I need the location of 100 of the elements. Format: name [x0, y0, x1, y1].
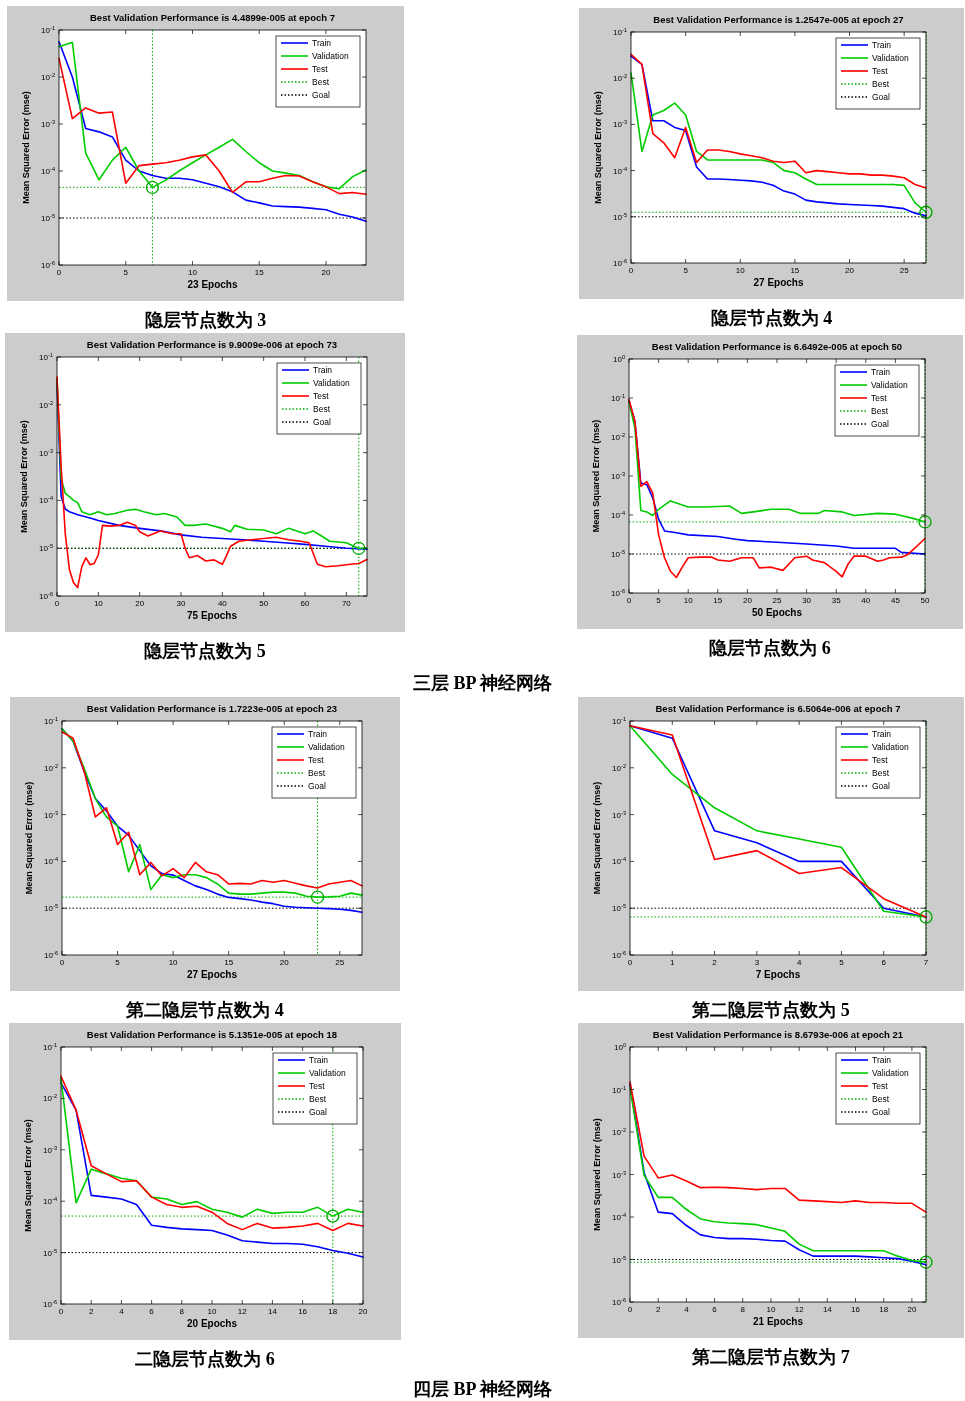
text: 隐层节点数为 6	[709, 638, 831, 658]
y-tick-label: 10$^{-2}$	[613, 73, 627, 84]
legend-label: Goal	[313, 417, 332, 427]
x-axis-title: 75 Epochs	[186, 610, 238, 621]
x-axis-title: 20 Epochs	[186, 1318, 238, 1329]
chart-title: Best Validation Performance is 1.2547e-005 at epoch 27	[653, 14, 904, 25]
y-axis-title: Mean Squared Error (mse)	[591, 419, 601, 533]
y-tick-label: 10$^{-4}$	[43, 1196, 57, 1207]
legend-label: Best	[872, 79, 890, 89]
y-axis-title: Mean Squared Error (mse)	[592, 1118, 602, 1231]
x-tick-label: 0	[626, 596, 632, 605]
y-tick-label: 10$^{-1}$	[611, 393, 625, 403]
x-tick-label: 15	[790, 266, 800, 275]
x-tick-label: 20	[845, 266, 855, 275]
chart-title: Best Validation Performance is 6.5064e-006 at epoch 7	[655, 703, 901, 714]
y-tick-label: 10$^{-5}$	[39, 543, 53, 554]
legend-label: Train	[313, 365, 333, 375]
text: 第二隐层节点数为 7	[691, 1347, 850, 1367]
legend-label: Best	[308, 768, 326, 778]
y-tick-label: 10$^{-3}$	[612, 809, 626, 820]
legend-label: Best	[313, 404, 331, 414]
y-tick-label: 10$^{-4}$	[612, 1212, 626, 1222]
x-tick-label: 6	[881, 958, 887, 967]
y-tick-label: 10$^{-2}$	[44, 762, 58, 773]
x-tick-label: 45	[890, 596, 901, 605]
x-tick-label: 8	[179, 1307, 185, 1316]
y-tick-label: 10$^{-6}$	[611, 588, 625, 598]
y-tick-label: 10$^{-3}$	[611, 471, 625, 481]
y-tick-label: 10$^{-5}$	[613, 211, 627, 222]
legend-label: Validation	[312, 51, 349, 61]
x-tick-label: 10	[207, 1307, 217, 1316]
x-tick-label: 10	[93, 599, 104, 608]
legend-label: Test	[872, 1081, 889, 1091]
x-tick-label: 20	[907, 1305, 917, 1314]
x-tick-label: 25	[899, 266, 910, 275]
x-tick-label: 5	[123, 268, 129, 277]
legend-label: Validation	[308, 742, 345, 752]
legend-label: Test	[872, 66, 889, 76]
y-tick-label: 10$^{-4}$	[613, 165, 627, 176]
y-tick-label: 10$^{-3}$	[41, 119, 55, 129]
chart-title: Best Validation Performance is 6.6492e-005 at epoch 50	[651, 341, 903, 352]
x-axis-title: 21 Epochs	[752, 1316, 804, 1327]
x-tick-label: 40	[217, 599, 228, 608]
x-tick-label: 1	[670, 958, 676, 967]
text: 二隐层节点数为 6	[135, 1349, 275, 1369]
x-tick-label: 0	[628, 266, 634, 275]
chart-title: Best Validation Performance is 1.7223e-005 at epoch 23	[86, 703, 338, 714]
x-tick-label: 4	[119, 1307, 125, 1316]
legend-label: Validation	[309, 1068, 346, 1078]
x-tick-label: 70	[341, 599, 352, 608]
x-tick-label: 5	[839, 958, 845, 967]
legend-label: Best	[872, 768, 890, 778]
text: 四层 BP 神经网络	[412, 1379, 553, 1399]
x-tick-label: 16	[851, 1305, 861, 1314]
y-axis-title: Mean Squared Error (mse)	[592, 781, 602, 895]
y-tick-label: 10$^{-1}$	[44, 716, 58, 726]
y-tick-label: 10$^{-5}$	[611, 549, 625, 559]
legend-label: Train	[308, 729, 328, 739]
text: 第二隐层节点数为 4	[125, 1000, 284, 1020]
legend-label: Goal	[312, 90, 331, 100]
y-tick-label: 10$^{-2}$	[39, 399, 53, 410]
legend-label: Goal	[308, 781, 327, 791]
x-tick-label: 0	[58, 1307, 64, 1316]
y-tick-label: 10$^{-4}$	[41, 166, 55, 176]
y-tick-label: 10$^{-2}$	[612, 762, 626, 773]
y-tick-label: 10$^{-6}$	[612, 950, 626, 960]
y-tick-label: 10$^{-6}$	[44, 950, 58, 960]
text: 隐层节点数为 3	[144, 310, 267, 330]
x-tick-label: 60	[300, 599, 310, 608]
x-axis-title: 23 Epochs	[187, 279, 238, 290]
y-tick-label: 10$^{-5}$	[44, 903, 58, 914]
legend-label: Best	[309, 1094, 327, 1104]
y-tick-label: 10$^{-4}$	[39, 495, 53, 506]
x-tick-label: 3	[754, 958, 760, 967]
x-tick-label: 8	[740, 1305, 746, 1314]
y-tick-label: 10$^{-5}$	[41, 213, 55, 223]
x-tick-label: 15	[224, 958, 234, 967]
y-tick-label: 10$^{-1}$	[613, 27, 627, 37]
y-tick-label: 10$^{-6}$	[612, 1297, 626, 1307]
x-tick-label: 12	[794, 1305, 805, 1314]
chart-title: Best Validation Performance is 4.4899e-005 at epoch 7	[89, 12, 336, 23]
legend-label: Train	[871, 367, 891, 377]
y-tick-label: 10$^{-5}$	[43, 1247, 57, 1258]
legend-label: Test	[309, 1081, 326, 1091]
x-tick-label: 35	[831, 596, 842, 605]
legend-label: Goal	[872, 1107, 891, 1117]
x-tick-label: 0	[54, 599, 60, 608]
legend-label: Test	[872, 755, 889, 765]
text: 第二隐层节点数为 5	[691, 1000, 850, 1020]
legend-label: Test	[312, 64, 329, 74]
legend-label: Train	[872, 1055, 892, 1065]
legend-label: Test	[313, 391, 330, 401]
legend-label: Validation	[872, 53, 909, 63]
x-tick-label: 40	[861, 596, 871, 605]
x-axis-title: 27 Epochs	[753, 277, 804, 288]
legend-label: Goal	[872, 781, 891, 791]
y-tick-label: 10$^{-1}$	[612, 1084, 626, 1095]
y-tick-label: 10$^{-3}$	[39, 447, 53, 458]
y-tick-label: 10$^{-3}$	[43, 1144, 57, 1155]
y-tick-label: 10$^{-6}$	[43, 1299, 57, 1309]
